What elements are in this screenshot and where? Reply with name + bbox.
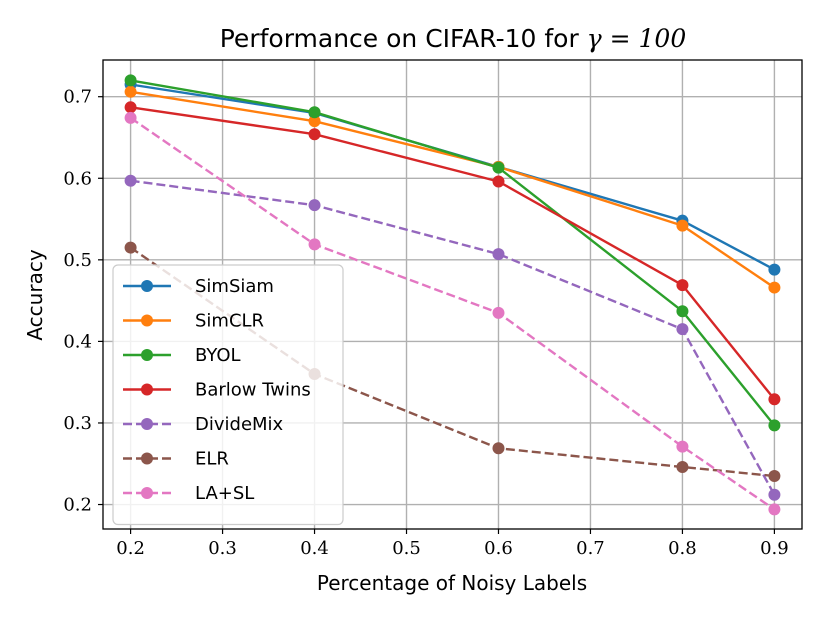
data-point [768,263,781,276]
series-byol [124,74,781,432]
legend-item-dividemix: DivideMix [123,414,284,435]
series-line-dividemix [130,179,776,496]
data-point [768,503,781,516]
x-tick-label: 0.8 [668,538,697,559]
data-point [492,306,505,319]
data-point [676,323,689,336]
legend-swatch-marker [141,418,153,430]
legend-swatch-marker [141,383,153,396]
data-point [676,461,689,474]
data-point [124,174,137,187]
data-point [676,305,689,318]
x-tick-label: 0.6 [484,538,513,559]
data-point [492,175,505,188]
x-tick-label: 0.9 [760,538,789,559]
data-point [124,101,137,114]
x-axis-label: Percentage of Noisy Labels [317,571,587,595]
legend-label: SimSiam [195,276,274,297]
series-dividemix [124,174,781,501]
legend-swatch-marker [141,349,153,361]
y-tick-label: 0.7 [63,87,92,108]
legend-item-byol: BYOL [123,345,241,366]
data-point [308,199,321,212]
x-tick-label: 0.7 [576,538,605,559]
chart-title: Performance on CIFAR-10 for γ = 100 [220,24,687,53]
legend-item-elr: ELR [123,449,229,470]
data-point [124,111,137,124]
data-point [768,393,781,406]
data-point [308,106,321,119]
legend-swatch-marker [141,280,153,292]
y-tick-label: 0.6 [63,168,92,189]
y-tick-label: 0.2 [63,495,92,516]
axis-ticks: 0.2 0.3 0.4 0.5 0.6 0.7 0.8 0.9 0.2 0.3 0.4 0.5 0.6 0… [63,87,788,559]
chart-title-text: Performance on CIFAR-10 for [220,24,580,53]
x-tick-label: 0.2 [116,538,145,559]
legend: SimSiam SimCLR BYOL Barlow Twins DivideMix EL… [112,264,344,526]
legend-item-la-sl: LA+SL [123,483,254,504]
legend-swatch-marker [141,314,153,327]
legend-label: BYOL [195,345,241,366]
data-point [768,281,781,294]
data-point [768,419,781,432]
y-tick-label: 0.5 [63,250,92,271]
data-point [676,279,689,292]
data-point [492,248,505,261]
series-barlow-twins [124,101,781,406]
data-point [676,440,689,453]
data-point [308,115,321,128]
data-point [124,74,137,87]
legend-label: Barlow Twins [195,380,311,401]
x-tick-label: 0.5 [392,538,421,559]
y-tick-label: 0.3 [63,413,92,434]
data-point [768,469,781,482]
legend-label: SimCLR [195,311,264,332]
x-tick-label: 0.4 [300,538,329,559]
data-point [676,219,689,232]
legend-label: ELR [195,449,229,470]
legend-label: DivideMix [195,414,284,435]
y-tick-label: 0.4 [63,331,92,352]
data-point [308,238,321,251]
y-axis-label: Accuracy [23,249,47,340]
legend-label: LA+SL [195,483,254,504]
legend-item-barlow-twins: Barlow Twins [123,380,311,401]
legend-item-simclr: SimCLR [123,311,264,332]
series-la-sl [124,111,781,516]
legend-item-simsiam: SimSiam [123,276,274,297]
legend-swatch-marker [141,452,153,465]
data-point [124,241,137,254]
chart-title-math: γ = 100 [587,24,687,53]
x-tick-label: 0.3 [208,538,237,559]
legend-swatch-marker [141,487,153,499]
data-point [124,85,137,98]
plot-frame [102,59,803,530]
data-point [492,161,505,174]
data-point [308,128,321,141]
data-point [492,442,505,455]
data-point [768,488,781,501]
